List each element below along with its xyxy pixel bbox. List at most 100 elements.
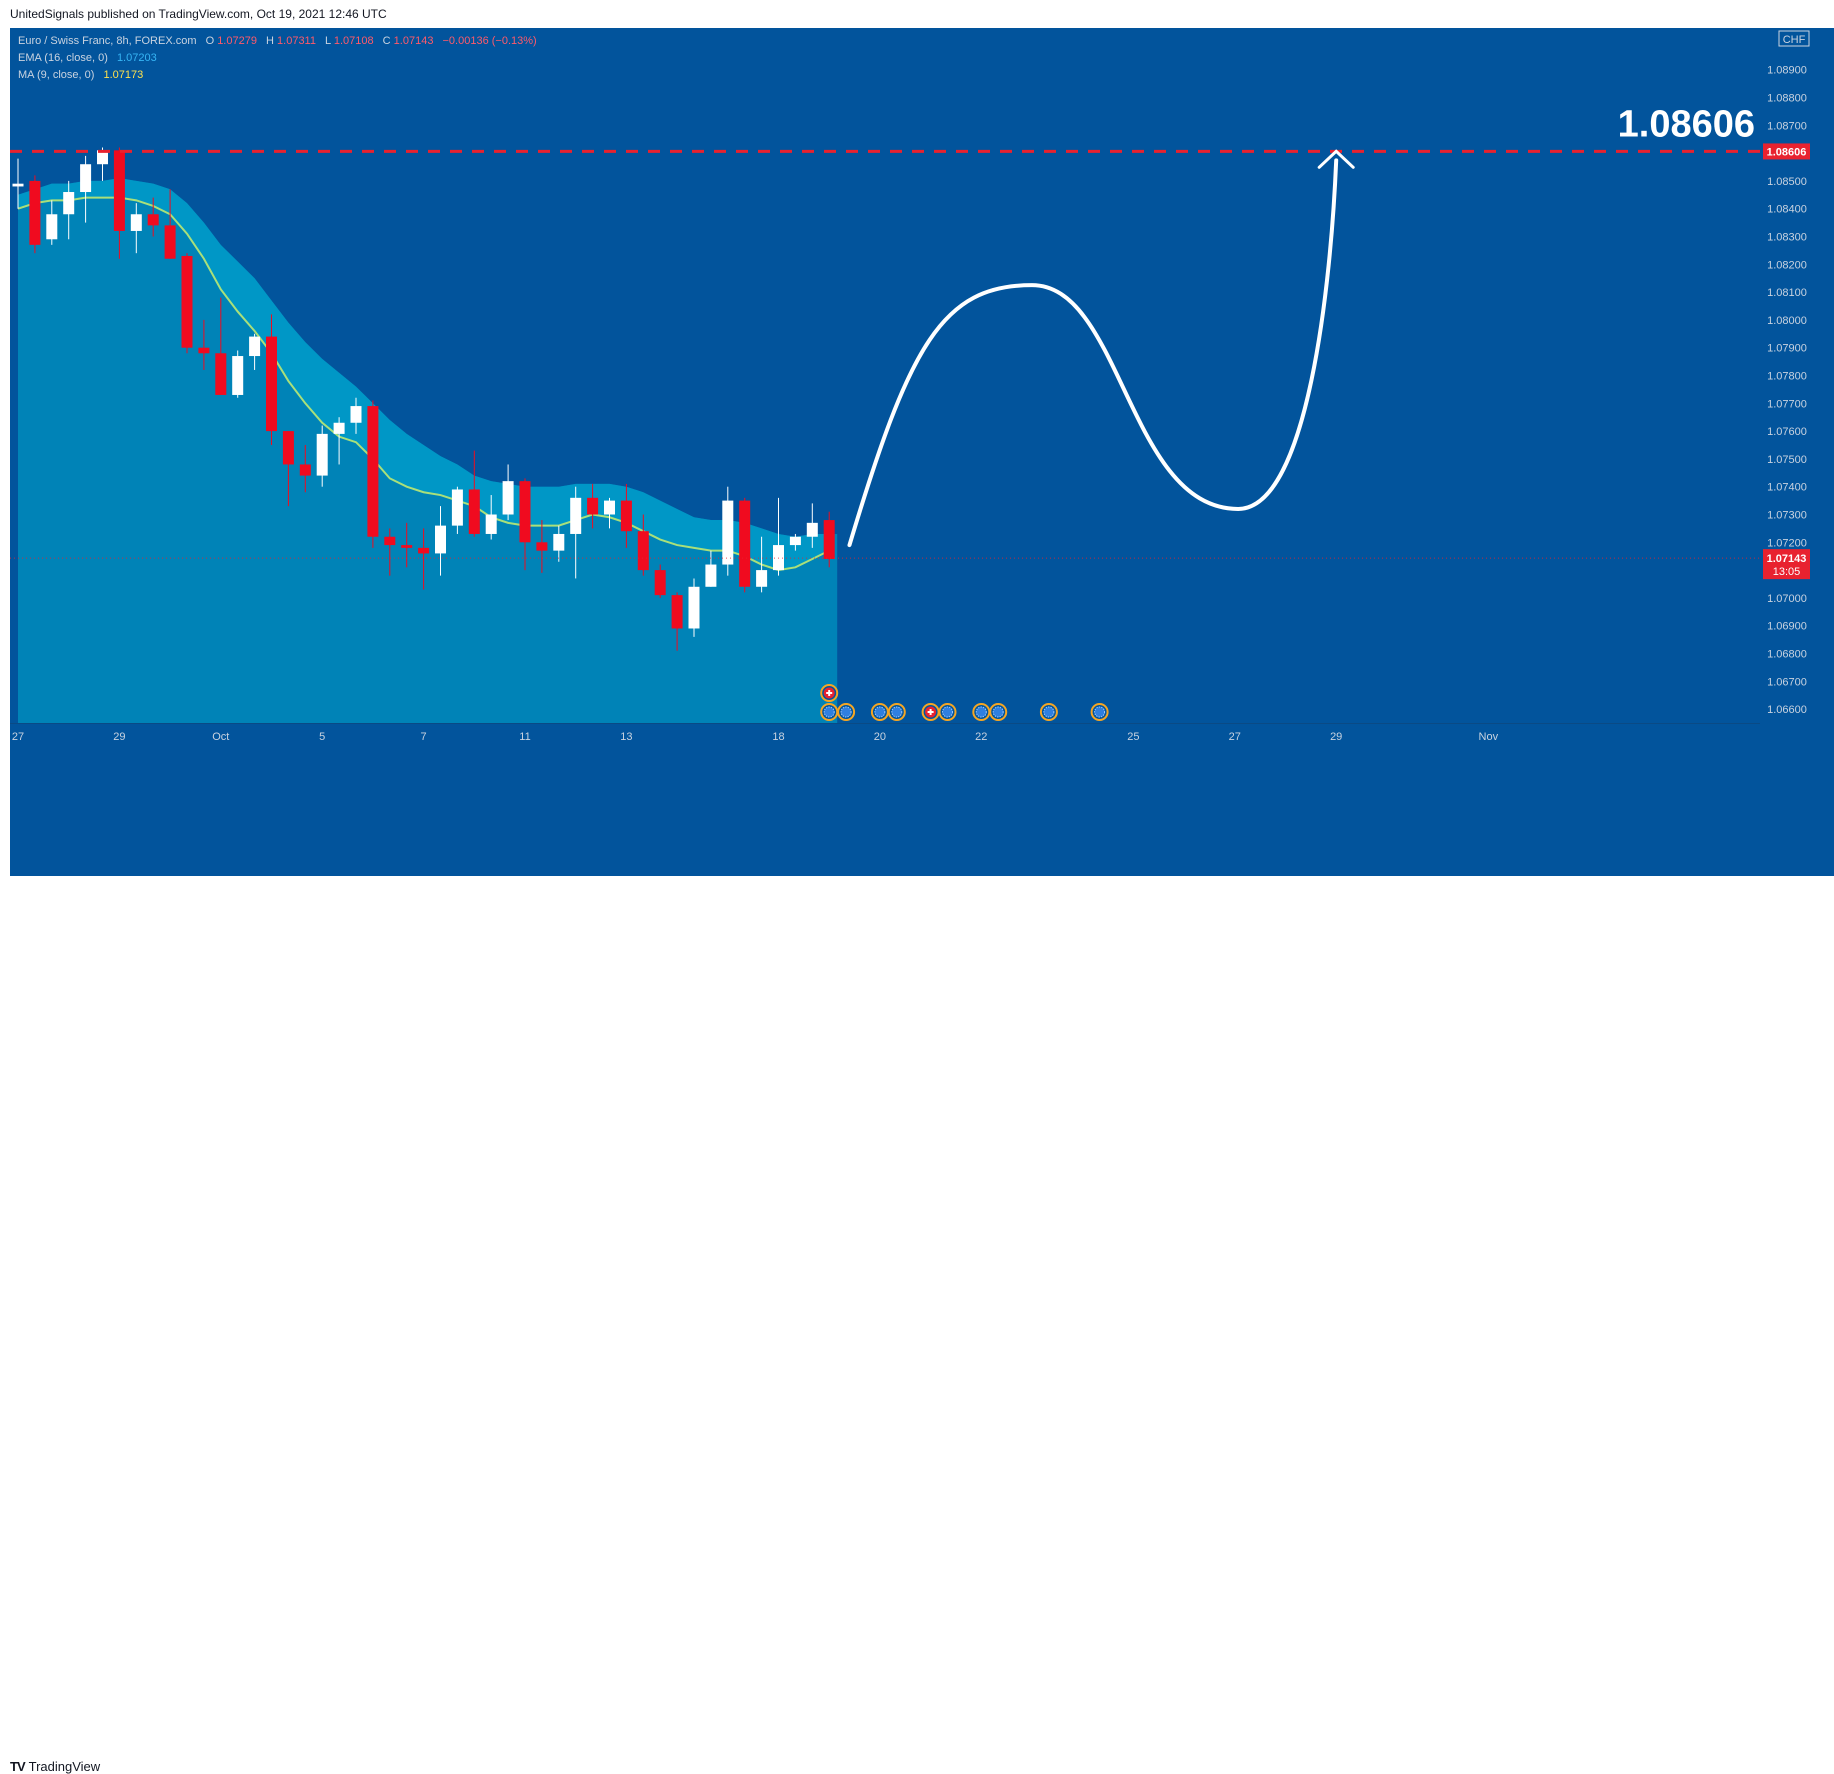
price-axis[interactable]: 1.06600 1.06700 1.06800 1.06900 1.07000 1.072… <box>1763 65 1810 716</box>
candle-body <box>198 347 210 354</box>
time-axis[interactable]: 27 29 Oct 5 7 11 13 18 20 22 25 27 29 Nov <box>10 723 1760 744</box>
price-tick-label: 1.08700 <box>1767 120 1807 132</box>
candle-body <box>384 536 396 546</box>
target-price-badge <box>1763 143 1810 160</box>
publish-line: UnitedSignals published on TradingView.c… <box>10 7 387 21</box>
price-tick-label: 1.08900 <box>1767 65 1807 77</box>
time-tick-label: 11 <box>519 731 530 743</box>
candle-body <box>739 500 751 587</box>
candle-body <box>232 356 244 395</box>
news-event-icon <box>887 703 906 721</box>
candle-body <box>671 595 683 629</box>
event-fill <box>1043 706 1055 718</box>
candle <box>468 450 480 537</box>
current-price-countdown: 13:05 <box>1773 566 1801 578</box>
target-price-badge-label: 1.08606 <box>1767 146 1807 158</box>
news-event-icon <box>820 703 839 721</box>
candle <box>97 147 108 181</box>
candle <box>823 511 835 568</box>
legend: Euro / Swiss Franc, 8h, FOREX.com O 1.07… <box>18 35 537 81</box>
time-tick-label: 27 <box>1229 731 1241 743</box>
event-fill <box>840 706 852 718</box>
footer: TV TradingView <box>0 876 1834 1774</box>
annotations: 1.08606 <box>10 103 1760 559</box>
time-tick-label: Oct <box>212 731 229 743</box>
candle <box>299 445 311 493</box>
candle <box>147 197 159 237</box>
candle-body <box>130 214 142 231</box>
candle-body <box>401 545 413 548</box>
candle <box>367 400 379 548</box>
projection-arrowhead <box>1317 149 1355 169</box>
candle <box>435 506 446 576</box>
candle-body <box>823 520 835 559</box>
candle <box>587 483 599 529</box>
price-tick-label: 1.07700 <box>1767 398 1807 410</box>
event-fill <box>992 706 1004 718</box>
candle <box>536 520 548 573</box>
candle <box>418 528 430 590</box>
candle <box>215 297 227 395</box>
candle-body <box>215 353 227 395</box>
candle-body <box>654 570 666 596</box>
legend-c-value: 1.07143 <box>394 35 434 47</box>
price-tick-label: 1.06700 <box>1767 676 1807 688</box>
legend-h-label: H <box>266 35 274 47</box>
price-tick-label: 1.07000 <box>1767 593 1807 605</box>
candle <box>130 203 142 254</box>
legend-l-value: 1.07108 <box>334 35 374 47</box>
candle <box>451 486 463 534</box>
time-tick-label: 25 <box>1127 731 1139 743</box>
price-tick-label: 1.07300 <box>1767 510 1807 522</box>
legend-ema-value: 1.07203 <box>117 52 157 64</box>
candle-body <box>536 542 548 551</box>
candle <box>519 478 531 571</box>
candle-body <box>63 192 75 215</box>
legend-o-value: 1.07279 <box>217 35 257 47</box>
tradingview-logo-mark: TV <box>10 1759 26 1774</box>
news-event-icon <box>837 703 856 721</box>
tradingview-logo[interactable]: TV TradingView <box>10 1759 100 1774</box>
candle <box>789 533 801 551</box>
price-tick-label: 1.08800 <box>1767 93 1807 105</box>
candle <box>756 536 768 593</box>
legend-h-value: 1.07311 <box>277 35 316 47</box>
legend-ma-value: 1.07173 <box>103 69 143 81</box>
candle <box>266 314 277 445</box>
price-tick-label: 1.07400 <box>1767 482 1807 494</box>
candle <box>806 503 818 548</box>
candle <box>485 495 497 540</box>
candle <box>232 350 244 398</box>
candle-body <box>620 500 632 532</box>
ema-band <box>18 178 830 571</box>
candle-body <box>113 150 125 231</box>
time-tick-label: 18 <box>772 731 784 743</box>
candle-body <box>29 180 41 245</box>
holiday-event-icon <box>921 703 940 721</box>
news-event-icon <box>870 703 889 721</box>
time-tick-label: 13 <box>620 731 632 743</box>
candle-body <box>502 481 514 515</box>
candle-body <box>80 164 92 193</box>
price-tick-label: 1.07900 <box>1767 343 1807 355</box>
candle-body <box>266 336 277 432</box>
candle-body <box>249 336 261 357</box>
price-tick-label: 1.06900 <box>1767 621 1807 633</box>
candle-body <box>282 431 294 465</box>
event-markers <box>820 684 1109 721</box>
candlestick-chart[interactable]: 1.08606 1.06600 1.06700 1.06800 1.06900 1.07… <box>10 28 1834 876</box>
candle <box>282 431 294 507</box>
price-tick-label: 1.06800 <box>1767 649 1807 661</box>
candle-body <box>181 255 193 348</box>
candle <box>570 486 582 579</box>
price-tick-label: 1.07600 <box>1767 426 1807 438</box>
news-event-icon <box>989 703 1008 721</box>
candle <box>46 200 58 245</box>
candle <box>671 592 683 651</box>
candle-body <box>333 422 345 434</box>
currency-box[interactable] <box>1778 30 1810 47</box>
event-fill <box>891 706 903 718</box>
legend-c-label: C <box>383 35 391 47</box>
ema-cloud <box>18 178 838 723</box>
news-event-icon <box>972 703 991 721</box>
